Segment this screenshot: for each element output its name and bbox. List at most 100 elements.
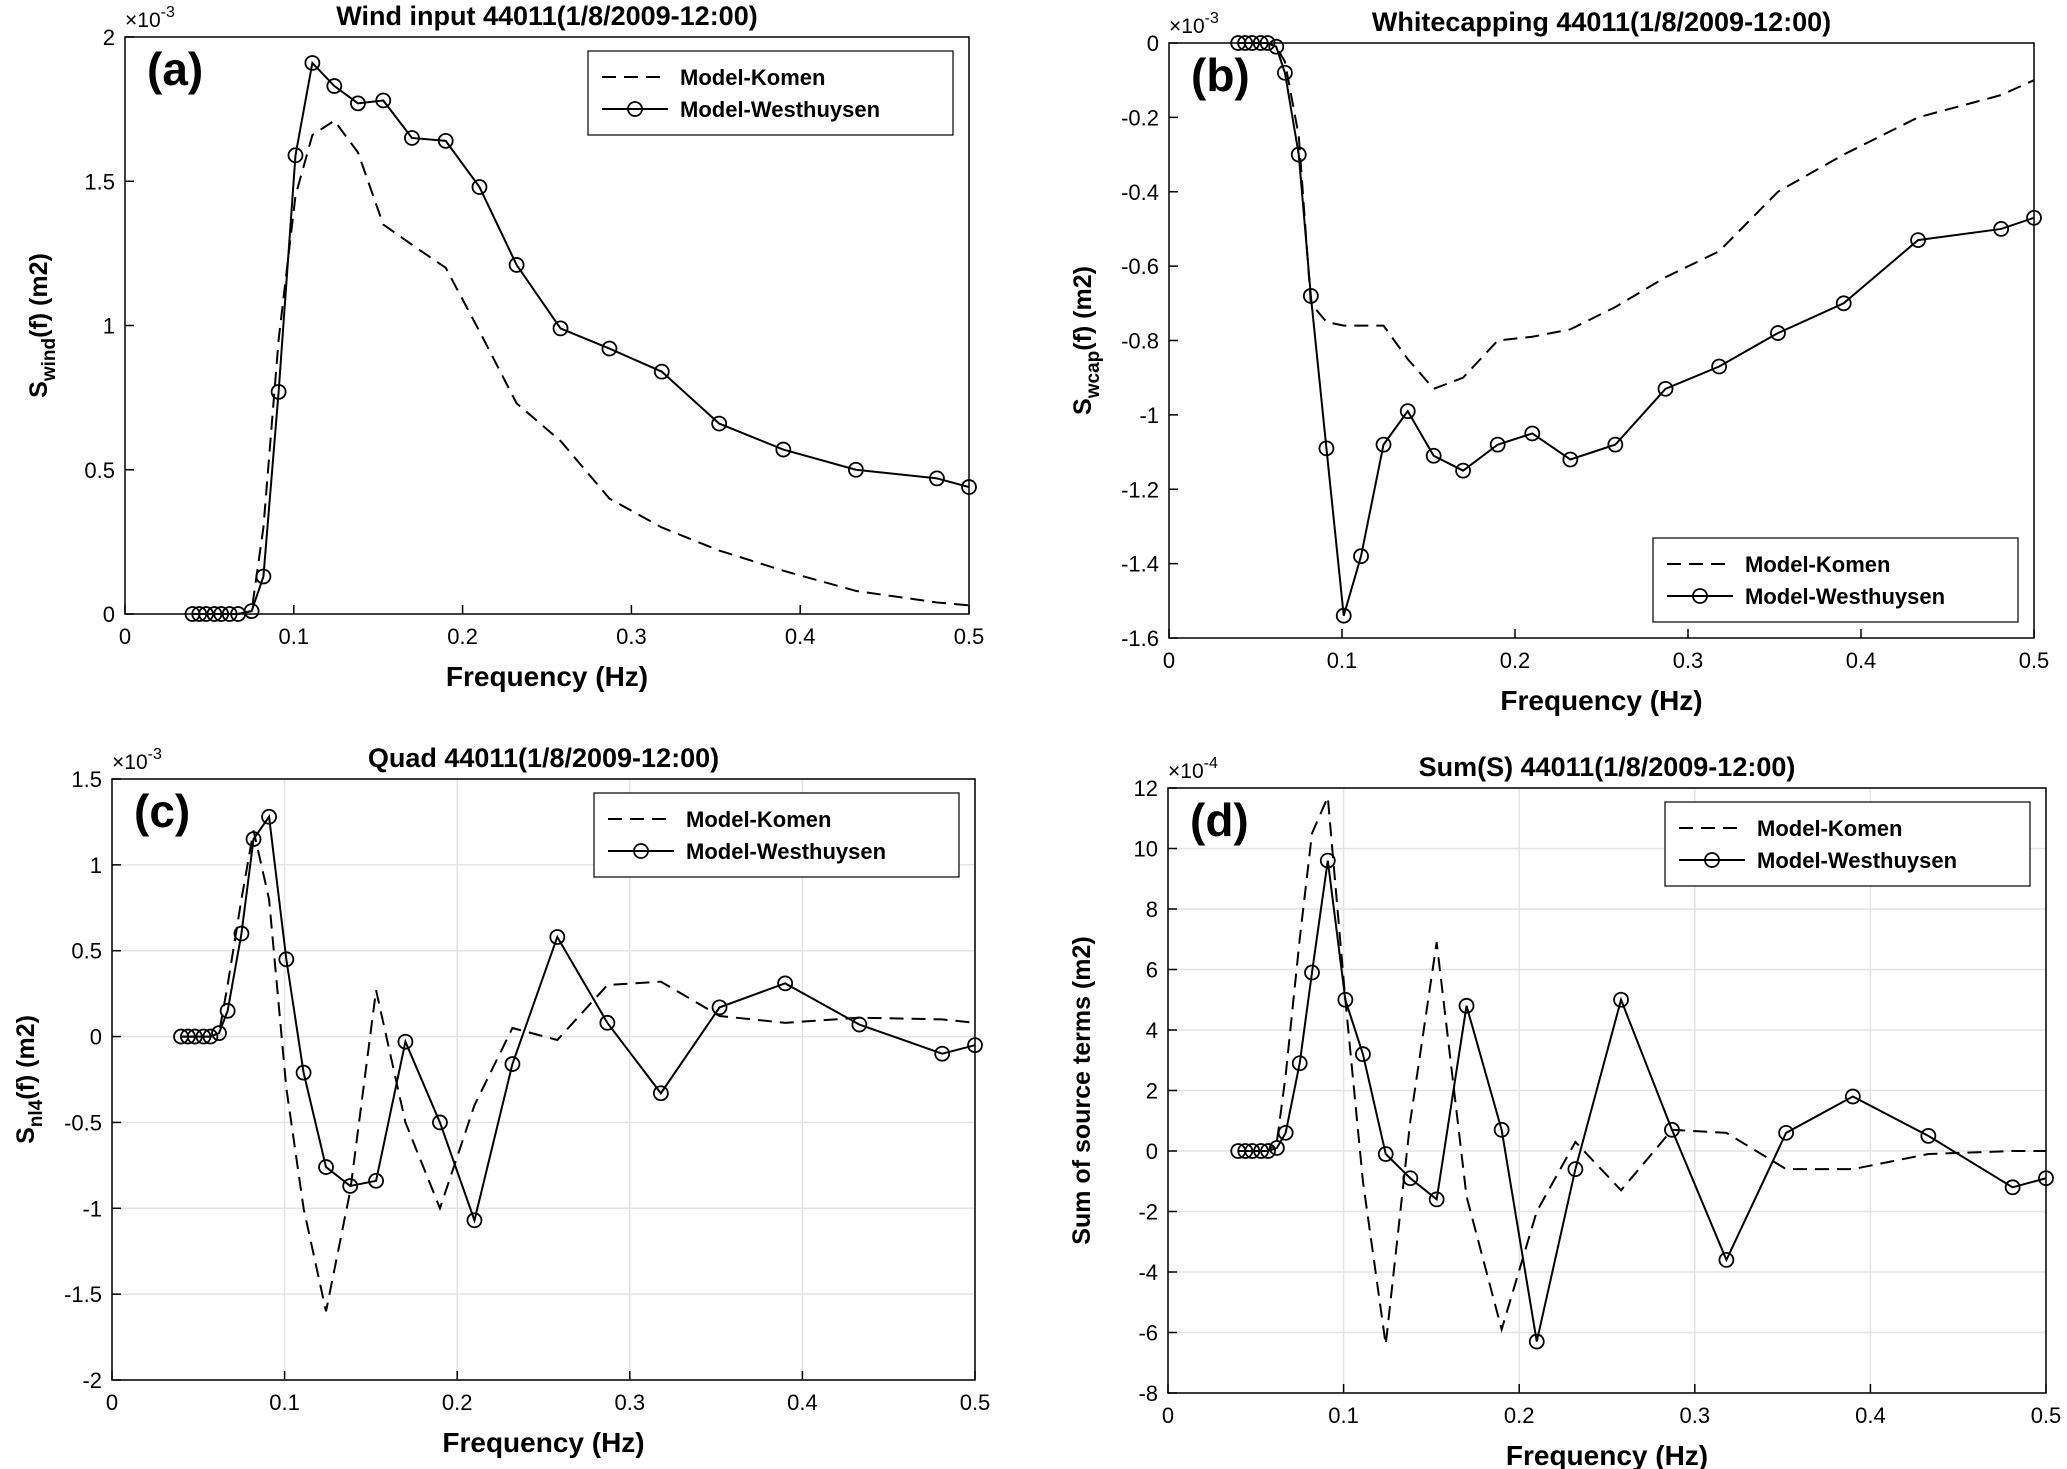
data-point xyxy=(1770,325,1786,341)
data-point xyxy=(404,130,420,146)
data-point xyxy=(186,1028,203,1045)
x-tick-label: 0.4 xyxy=(1846,648,1877,673)
x-axis-label: Frequency (Hz) xyxy=(1506,1440,1708,1469)
data-point xyxy=(1377,1146,1394,1162)
multiplier-part: -3 xyxy=(161,4,175,21)
axes-frame xyxy=(124,36,970,615)
data-point xyxy=(1528,1333,1545,1350)
y-tick-label: -0.8 xyxy=(1121,329,1159,354)
data-point xyxy=(2026,209,2042,226)
y-tick-label: -6 xyxy=(1138,1321,1158,1346)
x-tick-label: 0.5 xyxy=(954,624,985,649)
panel-label: (a) xyxy=(147,43,203,95)
x-tick-label: 0.1 xyxy=(1328,1403,1359,1428)
data-point xyxy=(775,441,792,458)
data-point xyxy=(711,999,728,1016)
y-axis-label: Swcap(f) (m2) xyxy=(1069,266,1104,415)
data-point xyxy=(466,1212,483,1229)
multiplier: ×10-3 xyxy=(125,4,175,32)
y-axis-label-part: S xyxy=(1069,398,1097,415)
legend-label: Model-Westhuysen xyxy=(680,97,880,122)
y-axis-label: Swind(f) (m2) xyxy=(25,253,60,398)
x-tick-label: 0.2 xyxy=(442,1390,473,1415)
data-point xyxy=(295,1064,312,1081)
y-tick-label: -1 xyxy=(82,1196,102,1221)
data-point xyxy=(1399,403,1416,420)
data-point xyxy=(270,383,287,400)
data-point xyxy=(245,831,262,847)
data-point xyxy=(1302,287,1319,304)
data-point xyxy=(1489,436,1506,453)
x-tick-label: 0.5 xyxy=(2019,648,2050,673)
y-tick-label: -1 xyxy=(1139,403,1159,428)
data-point xyxy=(549,929,566,945)
legend-label: Model-Westhuysen xyxy=(1757,848,1957,873)
data-point xyxy=(777,975,794,992)
x-tick-label: 0.3 xyxy=(616,624,647,649)
data-point xyxy=(1613,991,1629,1008)
y-tick-label: 1 xyxy=(90,853,102,878)
chart-title: Quad 44011(1/8/2009-12:00) xyxy=(368,743,719,773)
y-tick-label: -2 xyxy=(82,1368,102,1393)
data-point xyxy=(601,340,618,357)
data-point xyxy=(1355,1046,1371,1063)
data-point xyxy=(1910,232,1926,248)
y-axis-label: Sum of source terms (m2) xyxy=(1068,936,1096,1244)
data-point xyxy=(1319,852,1336,869)
data-point xyxy=(1259,35,1276,51)
data-point xyxy=(432,1114,448,1131)
data-point xyxy=(1291,1055,1308,1072)
y-axis-label-part: (f) (m2) xyxy=(25,253,53,338)
multiplier: ×10-4 xyxy=(1168,755,1218,783)
y-tick-label: -2 xyxy=(1138,1200,1158,1225)
data-point xyxy=(1335,607,1352,624)
y-tick-label: 2 xyxy=(103,25,115,50)
x-tick-label: 0.3 xyxy=(615,1390,646,1415)
multiplier-part: ×10 xyxy=(112,751,148,774)
data-point xyxy=(1664,1121,1680,1138)
data-point xyxy=(206,606,223,622)
x-tick-label: 0.2 xyxy=(1500,648,1531,673)
data-point xyxy=(1252,35,1269,51)
data-point xyxy=(278,951,295,968)
data-point xyxy=(1244,35,1260,51)
y-tick-label: -1.5 xyxy=(64,1282,102,1307)
x-tick-label: 0.3 xyxy=(1673,648,1704,673)
multiplier: ×10-3 xyxy=(112,746,162,774)
panel: 0 0.1 0.2 0.3 0.4 0.5 -8 -6 -4 -2 0 2 4 6 8 10 12 Sum(S) … xyxy=(1068,752,2061,1469)
data-point xyxy=(552,320,569,337)
legend-label: Model-Komen xyxy=(680,65,825,90)
legend-marker xyxy=(627,101,643,117)
data-point xyxy=(1567,1161,1584,1178)
data-point xyxy=(471,179,488,195)
panel-label: (d) xyxy=(1190,794,1249,846)
y-tick-label: 0 xyxy=(103,602,115,627)
data-point xyxy=(1290,146,1307,163)
multiplier-part: ×10 xyxy=(125,9,161,32)
data-point xyxy=(198,606,214,622)
data-point xyxy=(397,1033,414,1050)
y-axis-label-part: nl4 xyxy=(26,1099,47,1127)
x-tick-label: 0 xyxy=(106,1390,118,1415)
data-point xyxy=(1493,1121,1510,1138)
y-tick-label: 0 xyxy=(90,1025,102,1050)
legend-marker xyxy=(633,843,649,859)
legend-label: Model-Komen xyxy=(686,807,831,832)
data-point xyxy=(1244,1143,1261,1159)
data-point xyxy=(287,147,304,164)
data-point xyxy=(350,95,366,112)
data-point xyxy=(375,92,392,109)
panel-label: (b) xyxy=(1191,49,1250,101)
data-point xyxy=(1237,1143,1254,1159)
data-line xyxy=(1238,796,2046,1345)
data-point xyxy=(437,132,454,149)
chart-title: Sum(S) 44011(1/8/2009-12:00) xyxy=(1419,752,1796,782)
y-tick-label: 10 xyxy=(1134,837,1158,862)
y-axis-label-part: S xyxy=(25,381,53,398)
data-point xyxy=(1318,440,1335,457)
data-point xyxy=(1562,451,1579,468)
x-tick-label: 0.1 xyxy=(269,1390,300,1415)
axes-frame xyxy=(111,778,976,1381)
data-point xyxy=(304,55,321,71)
